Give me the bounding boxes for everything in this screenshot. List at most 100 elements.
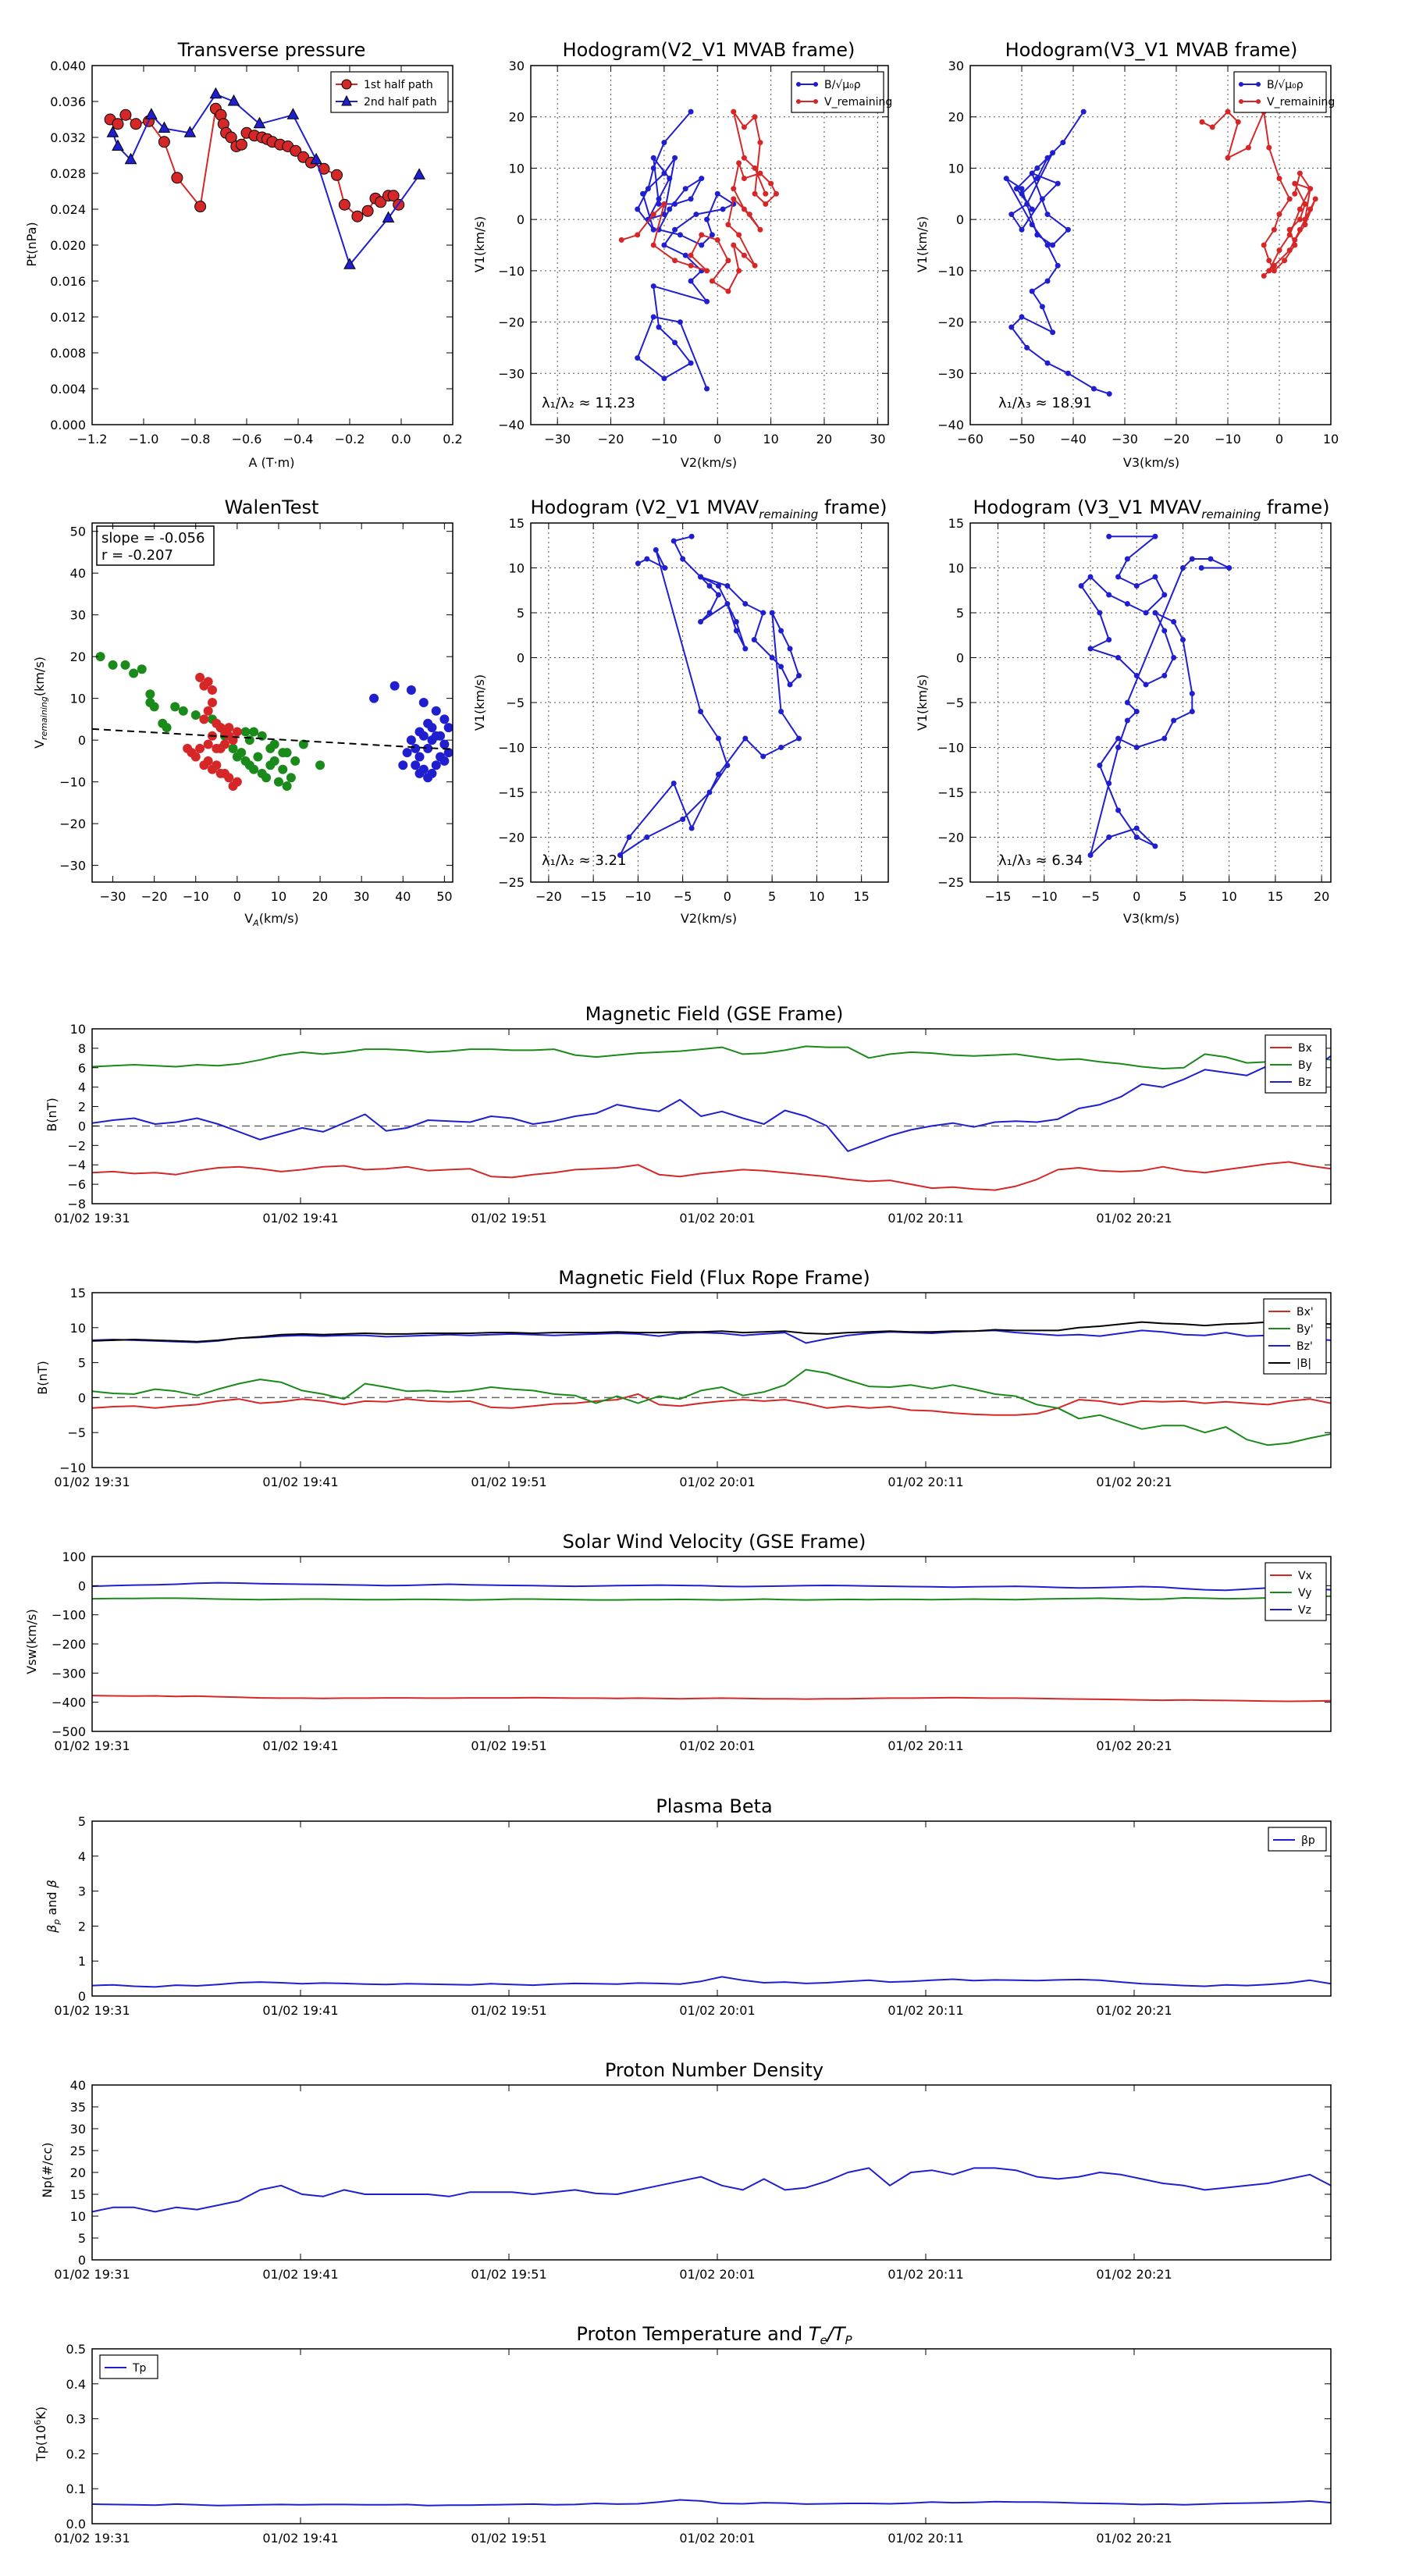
hodo_v3_mvab-series-point-1 — [1065, 226, 1071, 233]
beta-xtick-label: 01/02 20:21 — [1096, 2003, 1172, 2018]
hodo_v3_mvav-series-point-1 — [1106, 781, 1112, 786]
beta-ytick-label: 4 — [78, 1849, 86, 1864]
hodo_v3_mvav-series-point-1 — [1152, 843, 1158, 849]
hodo_v2_mvav-xtick-label: 0 — [724, 889, 731, 904]
hodo_v2_mvav-series-point-1 — [698, 619, 704, 624]
hodo_v3_mvav-series-point-1 — [1161, 735, 1168, 742]
hodo_v2_mvav-ytick-label: −10 — [498, 741, 525, 756]
hodo_v2_mvab-series-point-2 — [763, 201, 769, 207]
beta-xtick-label: 01/02 20:01 — [679, 2003, 755, 2018]
hodo_v3_mvav-xtick-label: 5 — [1179, 889, 1186, 904]
hodo_v2_mvav-series-point-1 — [680, 817, 686, 822]
hodo_v3_mvab-xtick-label: 0 — [1275, 432, 1283, 447]
hodo_v2_mvab-legend-marker — [813, 99, 818, 104]
hodo_v2_mvav-series-point-1 — [644, 556, 650, 562]
hodo_v2_mvab-xtick-label: −10 — [651, 432, 678, 447]
hodo_v2_mvab-series-point-1 — [650, 314, 656, 320]
hodo_v3_mvav-ytick-label: 10 — [948, 561, 964, 576]
walen-series-point-3 — [418, 698, 429, 707]
hodo_v3_mvav-xtick-label: 10 — [1222, 889, 1237, 904]
walen-series-point-2 — [224, 723, 234, 733]
hodo_v3_mvab-legend-label: V_remaining — [1267, 96, 1335, 109]
tp-ytick-label: 0.5 — [66, 2342, 86, 2357]
tp-xtick-label: 01/02 19:41 — [262, 2531, 338, 2546]
walen-series-point-2 — [195, 743, 205, 753]
hodo_v2_mvab-ytick-label: −40 — [498, 418, 525, 432]
beta-ytick-label: 2 — [78, 1919, 86, 1934]
pressure-ytick-label: 0.032 — [50, 130, 86, 145]
hodo_v3_mvab-series-point-2 — [1209, 124, 1215, 130]
pressure-series-marker-2 — [343, 258, 356, 269]
vsw-ytick-label: −300 — [52, 1666, 86, 1681]
hodo_v2_mvab-series-point-1 — [661, 140, 667, 146]
pressure-series-marker-2 — [124, 152, 137, 165]
walen-series-point-1 — [178, 706, 188, 716]
hodo_v3_mvav-series-point-1 — [1087, 646, 1094, 652]
hodo_v2_mvab-series-point-2 — [618, 237, 624, 243]
vsw-xtick-label: 01/02 20:11 — [887, 1738, 963, 1753]
b_fr-xtick-label: 01/02 19:51 — [471, 1475, 546, 1489]
b_fr-ytick-label: 0 — [78, 1390, 86, 1405]
hodo_v2_mvav-series-point-1 — [698, 574, 704, 580]
vsw-title: Solar Wind Velocity (GSE Frame) — [563, 1531, 866, 1553]
tp-ytick-label: 0.4 — [66, 2377, 86, 2392]
pressure-xtick-label: 0.2 — [443, 432, 462, 447]
walen-series-point-2 — [228, 781, 238, 791]
hodo_v2_mvab-series-point-1 — [645, 216, 651, 222]
hodo_v3_mvab-series-point-1 — [1065, 370, 1071, 376]
pressure-series-marker-1 — [194, 201, 207, 213]
pressure-series-marker-2 — [183, 126, 197, 137]
b_fr-series-4 — [92, 1320, 1331, 1343]
pressure-ytick-label: 0.040 — [50, 59, 86, 73]
hodo_v3_mvab-plot-area — [970, 66, 1331, 425]
hodo_v3_mvab-series-point-2 — [1266, 268, 1272, 274]
pressure-series-marker-1 — [112, 118, 124, 130]
pressure-plot-area — [104, 87, 425, 269]
hodo_v2_mvav-xtick-label: −20 — [535, 889, 562, 904]
b_gse-panel: 01/02 19:31 01/02 19:41 01/02 19:51 01/02 2… — [54, 1022, 1332, 1226]
hodo_v2_mvab-xtick-label: −30 — [544, 432, 571, 447]
hodo_v2_mvab-series-point-1 — [672, 340, 678, 346]
pressure-series-marker-2 — [227, 94, 240, 106]
hodo_v2_mvav-series-point-1 — [715, 592, 721, 598]
hodo_v2_mvab-series-point-1 — [704, 298, 710, 304]
hodo_v2_mvab-series-point-1 — [699, 242, 705, 248]
hodo_v3_mvav-ytick-label: −15 — [937, 785, 964, 800]
b_gse-ytick-label: 10 — [70, 1022, 86, 1037]
b_fr-xtick-label: 01/02 19:31 — [54, 1475, 130, 1489]
b_gse-ytick-label: 4 — [78, 1080, 86, 1095]
hodo_v3_mvab-series-point-2 — [1292, 190, 1298, 197]
vsw-xtick-label: 01/02 19:51 — [471, 1738, 546, 1753]
pressure-xtick-label: −0.4 — [283, 432, 314, 447]
tp-xtick-label: 01/02 20:11 — [887, 2531, 963, 2546]
pressure-panel: −1.2 −1.0 −0.8 −0.6 −0.4 −0.2 0.0 0.2 0.000 0.004… — [50, 59, 463, 447]
pressure-xtick-label: −1.2 — [77, 432, 108, 447]
hodo_v2_mvab-ytick-label: 20 — [509, 110, 525, 125]
tp-ylabel: Tp(106K) — [33, 2407, 48, 2462]
hodo_v2_mvav-ytick-label: 15 — [509, 516, 525, 531]
hodo_v2_mvav-series-point-1 — [715, 583, 721, 589]
np-xtick-label: 01/02 20:11 — [887, 2267, 963, 2282]
hodo_v2_mvab-series-point-1 — [720, 206, 726, 212]
hodo_v3_mvav-xtick-label: 0 — [1133, 889, 1140, 904]
pressure-ytick-label: 0.000 — [50, 418, 86, 432]
hodo_v2_mvav-ytick-label: 5 — [517, 606, 525, 621]
walen-series-point-2 — [208, 685, 217, 695]
hodo_v3_mvab-ytick-label: −30 — [937, 366, 964, 381]
walen-series-point-1 — [282, 748, 292, 758]
hodo_v2_mvab-series-point-2 — [752, 114, 758, 120]
b_fr-xtick-label: 01/02 19:41 — [262, 1475, 338, 1489]
hodo-v2-mvab-title: Hodogram(V2_V1 MVAB frame) — [563, 39, 855, 61]
pressure-series-marker-2 — [158, 121, 171, 133]
b-fr-title: Magnetic Field (Flux Rope Frame) — [558, 1267, 870, 1289]
hodo_v2_mvab-legend-label: V_remaining — [824, 96, 892, 109]
hodo_v2_mvab-legend-label: B/√μ₀ρ — [824, 79, 861, 91]
hodo_v3_mvab-series-point-2 — [1271, 226, 1277, 233]
walen-series-point-1 — [315, 760, 325, 770]
hodo_v3_mvav-series-point-1 — [1171, 717, 1177, 724]
walen-series-point-2 — [203, 739, 213, 749]
vsw-ytick-label: −500 — [52, 1724, 86, 1739]
pressure-ytick-label: 0.016 — [50, 274, 86, 289]
b_fr-ytick-label: 5 — [78, 1356, 86, 1371]
pressure-frame — [91, 65, 454, 425]
